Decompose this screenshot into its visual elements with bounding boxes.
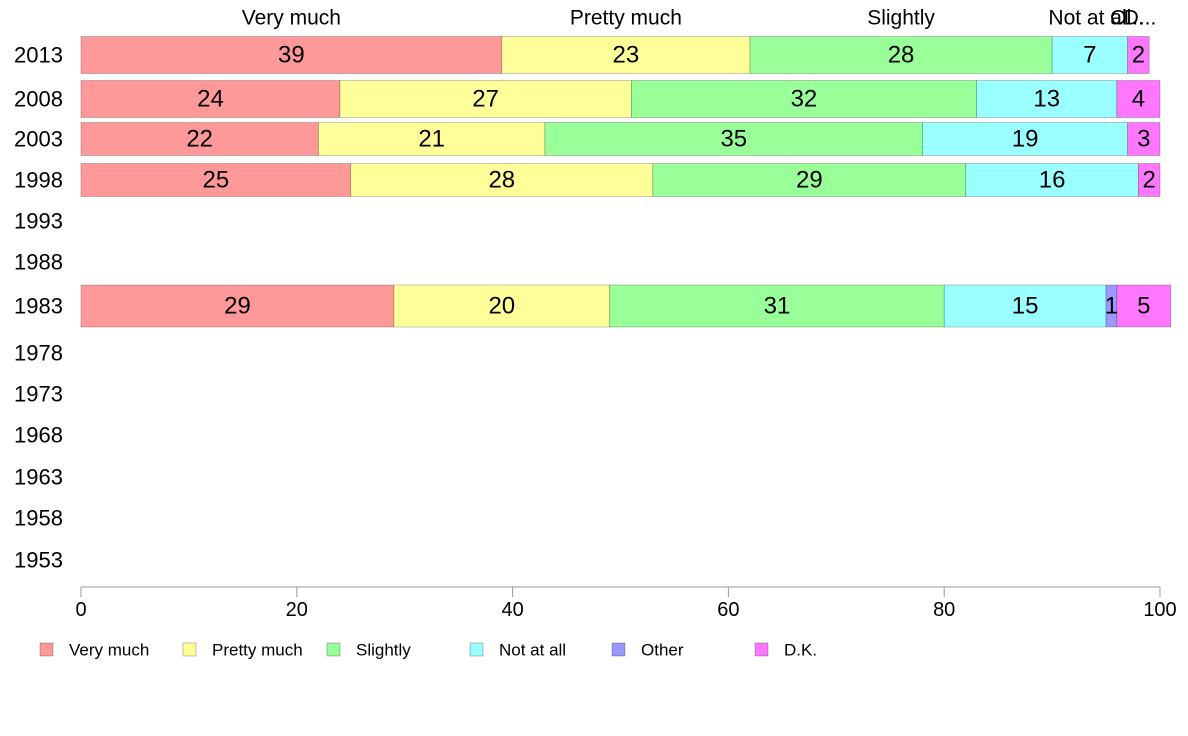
top-label: Slightly [867,7,935,30]
bar-2008-very-much [80,80,341,118]
x-tick-label: 100 [1143,599,1176,621]
bar-value-label: 23 [613,42,640,69]
y-label-1998: 1998 [14,168,63,193]
bar-value-label: 15 [1012,293,1039,320]
bar-value-label: 39 [278,42,305,69]
bar-value-label: 2 [1143,167,1156,194]
top-label: Not at all [1048,7,1131,30]
bar-2003-not-at-all [922,122,1128,156]
bar-2013-very-much [80,36,503,74]
y-label-1973: 1973 [14,382,63,407]
legend-swatch [182,642,197,657]
bar-value-label: 3 [1137,126,1150,153]
bar-2013-d-k- [1127,36,1150,74]
bar-1983-very-much [80,284,395,328]
y-label-1988: 1988 [14,250,63,275]
y-label-2003: 2003 [14,127,63,152]
x-axis: 0 20 40 60 80 100 [75,586,1177,621]
legend-label: Slightly [356,641,411,660]
legend-swatch [326,642,341,657]
bar-2003-slightly [544,122,923,156]
y-label-1983: 1983 [14,294,63,319]
bar-2013-slightly [749,36,1053,74]
legend-label: D.K. [784,641,817,660]
bar-1983-d-k- [1116,284,1172,328]
y-label-1993: 1993 [14,209,63,234]
x-tick-label: 40 [501,599,523,621]
top-category-labels: Very much Pretty much Slightly Not at allO.… [242,7,1157,30]
legend-label: Not at all [499,641,566,660]
bar-2008-pretty-much [339,80,632,118]
bar-value-label: 24 [197,86,224,113]
y-label-1958: 1958 [14,506,63,531]
y-label-1963: 1963 [14,465,63,490]
bar-value-label: 29 [796,167,823,194]
bar-2013-not-at-all [1051,36,1128,74]
bar-value-label: 19 [1012,126,1039,153]
bar-value-label: 22 [186,126,213,153]
bar-value-label: 1 [1105,293,1118,320]
legend-label: Very much [69,641,149,660]
x-tick-label: 20 [286,599,308,621]
x-tick-label: 0 [75,599,86,621]
bar-value-label: 7 [1083,42,1096,69]
y-label-2013: 2013 [14,43,63,68]
y-label-2008: 2008 [14,87,63,112]
bar-value-label: 13 [1033,86,1060,113]
legend-swatch [754,642,769,657]
bar-1998-pretty-much [350,163,654,197]
bar-value-label: 31 [764,293,791,320]
bar-1998-slightly [652,163,967,197]
bar-value-label: 32 [791,86,818,113]
legend-label: Other [641,641,684,660]
bar-value-label: 35 [720,126,747,153]
bar-2008-slightly [630,80,977,118]
x-tick-label: 80 [933,599,955,621]
bar-value-label: 2 [1132,42,1145,69]
bar-value-label: 5 [1137,293,1150,320]
bar-2003-d-k- [1127,122,1161,156]
bar-1983-not-at-all [943,284,1107,328]
bar-1983-slightly [609,284,945,328]
legend-swatch [611,642,626,657]
bar-value-label: 16 [1039,167,1066,194]
top-label: D... [1124,7,1157,30]
bar-value-label: 20 [488,293,515,320]
top-label: O... [1110,7,1144,30]
y-axis-labels: 2013 2008 2003 1998 1993 1988 1983 1978 1973 1968… [14,43,63,573]
bar-value-label: 21 [418,126,445,153]
legend-swatch [469,642,484,657]
bars: 39 23 28 7 2 24 27 32 13 4 22 21 35 19 3 25 28 29 16 2 29 20 3… [80,36,1172,328]
y-label-1978: 1978 [14,341,63,366]
legend-swatch [39,642,54,657]
bar-value-label: 28 [488,167,515,194]
legend-label: Pretty much [212,641,303,660]
x-tick-label: 60 [717,599,739,621]
bar-1998-d-k- [1138,163,1161,197]
bar-1983-pretty-much [393,284,611,328]
bar-value-label: 29 [224,293,251,320]
bar-2003-very-much [80,122,319,156]
top-label: Pretty much [570,7,682,30]
legend: Very much Pretty much Slightly Not at all Ot… [39,641,817,660]
bar-2008-not-at-all [976,80,1118,118]
bar-value-label: 25 [203,167,230,194]
bar-2003-pretty-much [318,122,546,156]
bar-2008-d-k- [1116,80,1161,118]
top-label: Very much [242,7,341,30]
bar-1998-very-much [80,163,352,197]
y-label-1968: 1968 [14,423,63,448]
y-label-1953: 1953 [14,548,63,573]
bar-value-label: 4 [1132,86,1145,113]
bar-value-label: 28 [888,42,915,69]
bar-value-label: 27 [472,86,499,113]
